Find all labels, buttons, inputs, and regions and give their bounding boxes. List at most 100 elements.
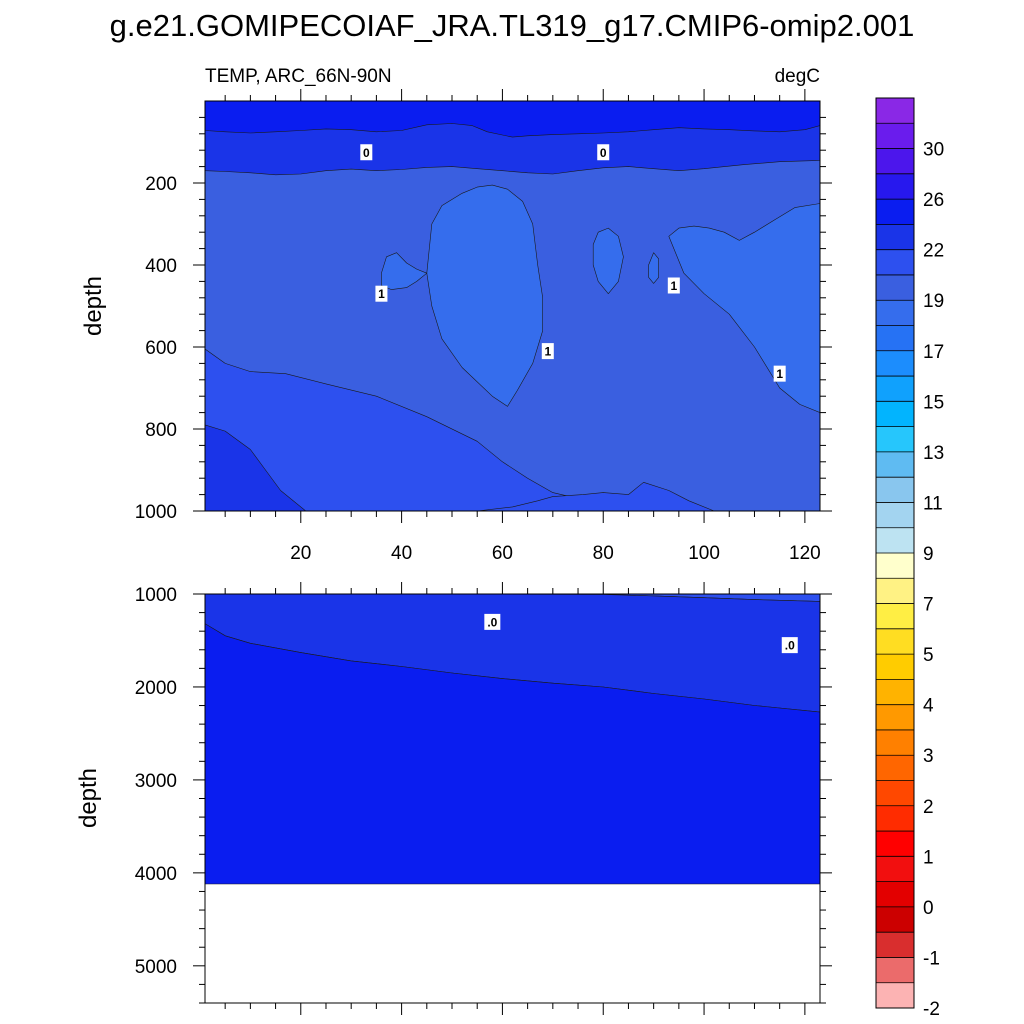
contour-label-background	[360, 144, 373, 161]
x-tick-label: 120	[789, 543, 821, 564]
colorbar-tick-label: 11	[923, 493, 943, 514]
contour-region-upper-1	[205, 424, 307, 511]
colorbar-swatch	[876, 831, 914, 857]
x-tick-label: 20	[290, 543, 311, 564]
units-label: degC	[775, 66, 820, 87]
colorbar-swatch	[876, 628, 914, 655]
y-tick-label: 400	[145, 256, 177, 277]
colorbar-swatch	[876, 401, 914, 427]
colorbar-swatch	[876, 679, 914, 705]
colorbar-swatch	[876, 325, 914, 352]
colorbar-tick-label: 15	[923, 392, 944, 413]
contour-label: 1	[544, 345, 551, 359]
colorbar-swatch	[876, 426, 914, 453]
colorbar-tick-label: 7	[923, 595, 934, 616]
contour-region-upper-5	[426, 184, 544, 407]
contour-label-background	[484, 613, 501, 630]
upper-contour-panel: 200 400 600 800 1000 20 40 60 80 100 120 0 0 1 1 1 1 de…	[80, 89, 832, 564]
colorbar-swatch	[876, 932, 914, 958]
colorbar-tick-label: 30	[923, 140, 944, 161]
colorbar-tick-label: 4	[923, 696, 934, 717]
colorbar-swatch	[876, 755, 914, 781]
colorbar-swatch	[876, 856, 914, 882]
colorbar-tick-label: 17	[923, 342, 944, 363]
variable-label: TEMP, ARC_66N-90N	[205, 66, 392, 87]
colorbar-swatch	[876, 249, 914, 276]
colorbar-swatch	[876, 376, 914, 402]
colorbar-tick-label: 13	[923, 443, 944, 464]
y-tick-label: 4000	[135, 864, 177, 885]
contour-region-upper-0	[205, 348, 820, 511]
y-tick-label: 2000	[135, 678, 177, 699]
upper-contour-regions	[205, 101, 820, 511]
contour-label-background	[597, 144, 610, 161]
contour-label: .0	[785, 639, 795, 653]
contour-label-background	[375, 285, 388, 302]
x-tick-label: 80	[593, 543, 614, 564]
colorbar-swatch	[876, 805, 914, 832]
contour-label: 1	[776, 367, 783, 381]
colorbar-tick-label: 0	[923, 898, 934, 919]
colorbar-swatch	[876, 123, 914, 149]
colorbar-swatch	[876, 173, 914, 200]
colorbar-swatch	[876, 274, 914, 301]
lower-contour-panel: 1000 2000 3000 4000 5000 .0 .0 depth	[75, 582, 832, 1015]
contour-region-lower-2	[205, 623, 820, 885]
upper-y-axis-label: depth	[80, 276, 107, 336]
colorbar-tick-label: 22	[923, 241, 944, 262]
contour-region-upper-4	[205, 101, 820, 138]
colorbar-swatch	[876, 300, 914, 326]
colorbar-swatch	[876, 477, 914, 503]
colorbar-swatch	[876, 527, 914, 554]
colorbar-tick-label: 2	[923, 797, 934, 818]
colorbar-tick-label: -1	[923, 948, 940, 969]
upper-plot-frame	[204, 100, 821, 512]
colorbar-swatch	[876, 502, 914, 529]
colorbar-tick-label: 5	[923, 645, 934, 666]
y-tick-label: 200	[145, 174, 177, 195]
x-tick-label: 40	[391, 543, 412, 564]
colorbar-swatch	[876, 881, 914, 908]
contour-region-upper-9	[648, 252, 660, 284]
colorbar-tick-label: 19	[923, 291, 944, 312]
contour-label: .0	[487, 615, 497, 629]
contour-region-upper-2	[476, 481, 715, 511]
colorbar-swatch	[876, 578, 914, 604]
colorbar-tick-label: 9	[923, 544, 934, 565]
y-tick-label: 800	[145, 420, 177, 441]
contour-region-upper-8	[592, 227, 624, 295]
contour-region-upper-7	[381, 252, 428, 290]
colorbar-tick-label: 3	[923, 746, 934, 767]
colorbar-swatch	[876, 98, 914, 124]
colorbar-tick-label: 1	[923, 847, 934, 868]
lower-contour-labels: .0 .0	[484, 613, 798, 654]
contour-label-background	[773, 365, 786, 382]
lower-contour-regions	[205, 594, 820, 885]
contour-label: 0	[600, 146, 607, 160]
y-tick-label: 600	[145, 338, 177, 359]
colorbar-swatch	[876, 906, 914, 933]
colorbar: 30 26 22 19 17 15 13 11 9 7 5 4 3 2 1 0 -1 -2	[875, 97, 944, 1020]
y-tick-label: 1000	[135, 585, 177, 606]
colorbar-swatch	[876, 982, 914, 1009]
lower-y-axis-label: depth	[75, 768, 102, 828]
upper-contour-labels: 0 0 1 1 1 1	[360, 144, 786, 382]
y-tick-label: 5000	[135, 957, 177, 978]
colorbar-swatch	[876, 654, 914, 680]
colorbar-swatch	[876, 350, 914, 377]
y-tick-label: 1000	[135, 502, 177, 523]
figure-title: g.e21.GOMIPECOIAF_JRA.TL319_g17.CMIP6-om…	[110, 8, 915, 43]
contour-label-background	[667, 277, 680, 294]
x-tick-label: 100	[688, 543, 720, 564]
contour-label: 1	[670, 279, 677, 293]
contour-label-background	[541, 343, 554, 360]
colorbar-swatch	[876, 451, 914, 478]
contour-label: 1	[378, 287, 385, 301]
lower-axis-ticks: 1000 2000 3000 4000 5000	[135, 582, 832, 1015]
x-tick-label: 60	[492, 543, 513, 564]
colorbar-swatch	[876, 780, 914, 807]
colorbar-swatch	[876, 704, 914, 731]
colorbar-swatch	[876, 603, 914, 630]
colorbar-tick-label: -2	[923, 999, 940, 1020]
